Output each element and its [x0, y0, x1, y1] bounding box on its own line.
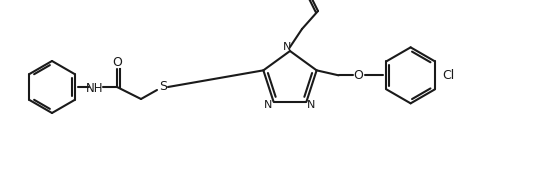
- Text: N: N: [264, 100, 273, 110]
- Text: O: O: [112, 56, 122, 68]
- Text: N: N: [283, 42, 291, 52]
- Text: O: O: [353, 69, 363, 82]
- Text: S: S: [159, 80, 167, 94]
- Text: NH: NH: [86, 82, 104, 94]
- Text: N: N: [307, 100, 316, 110]
- Text: Cl: Cl: [442, 69, 455, 82]
